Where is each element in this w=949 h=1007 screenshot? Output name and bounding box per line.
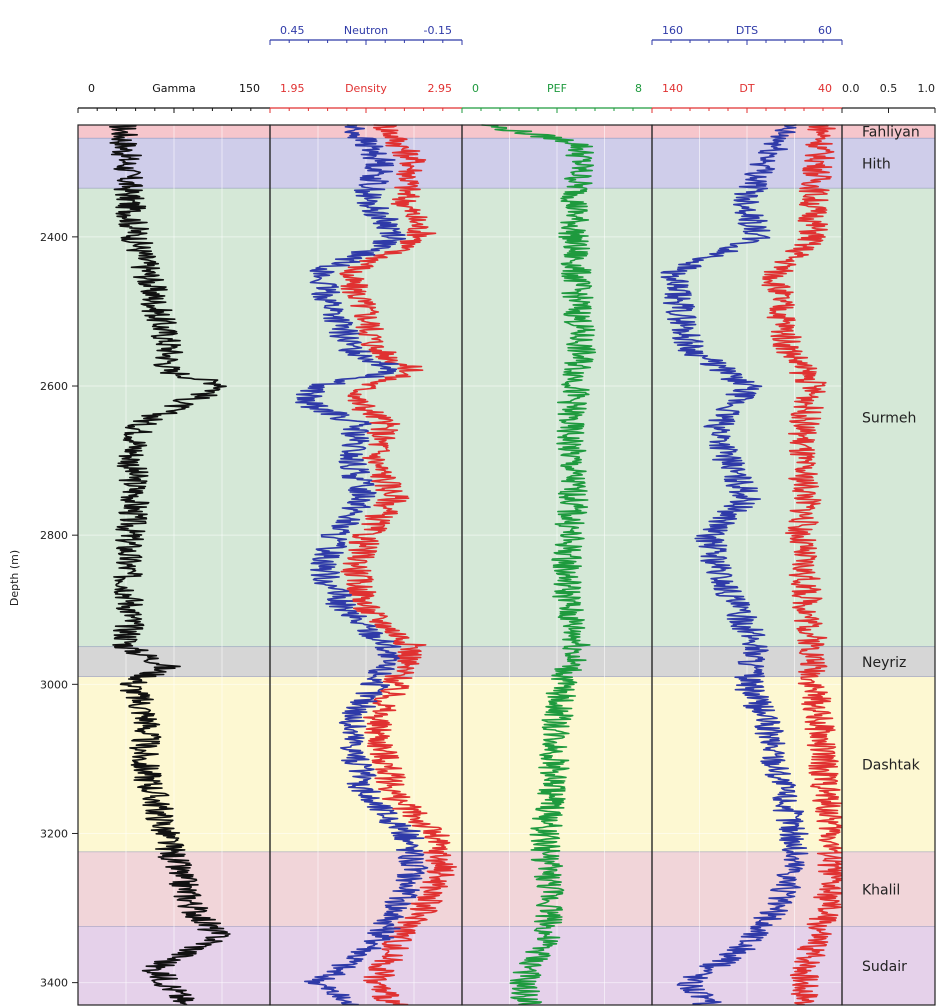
scale-min-label: 140 bbox=[662, 82, 683, 95]
depth-axis: 2400 2600 2800 3000 3200 3400 bbox=[40, 231, 78, 990]
scale-max-label: 60 bbox=[818, 24, 832, 37]
y-tick-label: 2600 bbox=[40, 380, 68, 393]
log-curves bbox=[109, 124, 842, 1006]
curve-neutron bbox=[295, 124, 429, 1006]
scale-max-label: 40 bbox=[818, 82, 832, 95]
formation-label-hith: Hith bbox=[862, 156, 891, 172]
y-tick-label: 3000 bbox=[40, 678, 68, 691]
y-tick-label: 2800 bbox=[40, 529, 68, 542]
formation-band-neyriz bbox=[78, 647, 935, 677]
scale-max-label: -0.15 bbox=[424, 24, 452, 37]
scale-max-label: 150 bbox=[239, 82, 260, 95]
curve-name-label: PEF bbox=[547, 82, 567, 95]
scale-min-label: 0 bbox=[472, 82, 479, 95]
curve-dt bbox=[761, 124, 842, 1006]
curve-pef bbox=[481, 124, 597, 1006]
formation-label-fahliyan: Fahliyan bbox=[862, 125, 920, 141]
formation-band-fahliyan bbox=[78, 125, 935, 139]
scale-min-label: 0.45 bbox=[280, 24, 305, 37]
track-grid bbox=[78, 125, 842, 1005]
formation-labels: Fahliyan Hith Surmeh Neyriz Dashtak Khalil Sud… bbox=[862, 125, 921, 975]
zone-scale-label: 0.0 bbox=[842, 82, 860, 95]
curve-name-label: Density bbox=[345, 82, 387, 95]
zone-scale-label: 1.0 bbox=[918, 82, 936, 95]
scale-max-label: 8 bbox=[635, 82, 642, 95]
formation-label-dashtak: Dashtak bbox=[862, 757, 921, 773]
scale-min-label: 1.95 bbox=[280, 82, 305, 95]
formation-band-khalil bbox=[78, 852, 935, 927]
y-axis-label: Depth (m) bbox=[8, 550, 21, 606]
formation-band-sudair bbox=[78, 926, 935, 1005]
curve-name-label: DT bbox=[739, 82, 754, 95]
track-frames bbox=[77, 124, 936, 1006]
track-frame bbox=[841, 124, 936, 1006]
y-tick-label: 3200 bbox=[40, 827, 68, 840]
curve-name-label: Neutron bbox=[344, 24, 388, 37]
formation-label-surmeh: Surmeh bbox=[862, 411, 916, 427]
curve-density bbox=[339, 124, 458, 1006]
scale-min-label: 0 bbox=[88, 82, 95, 95]
curve-dts bbox=[660, 124, 809, 1006]
curve-gamma bbox=[109, 124, 231, 1006]
scale-min-label: 160 bbox=[662, 24, 683, 37]
track-scales: 0 Gamma 150 1.95 Density 2.95 0.45 Neutron -0.15… bbox=[77, 24, 936, 113]
curve-name-label: Gamma bbox=[152, 82, 195, 95]
formation-label-khalil: Khalil bbox=[862, 882, 900, 898]
scale-max-label: 2.95 bbox=[428, 82, 453, 95]
formation-band-hith bbox=[78, 138, 935, 189]
y-tick-label: 3400 bbox=[40, 977, 68, 990]
curve-name-label: DTS bbox=[736, 24, 758, 37]
formation-label-neyriz: Neyriz bbox=[862, 655, 906, 671]
y-tick-label: 2400 bbox=[40, 231, 68, 244]
zone-scale-label: 0.5 bbox=[880, 82, 898, 95]
formation-label-sudair: Sudair bbox=[862, 959, 907, 975]
